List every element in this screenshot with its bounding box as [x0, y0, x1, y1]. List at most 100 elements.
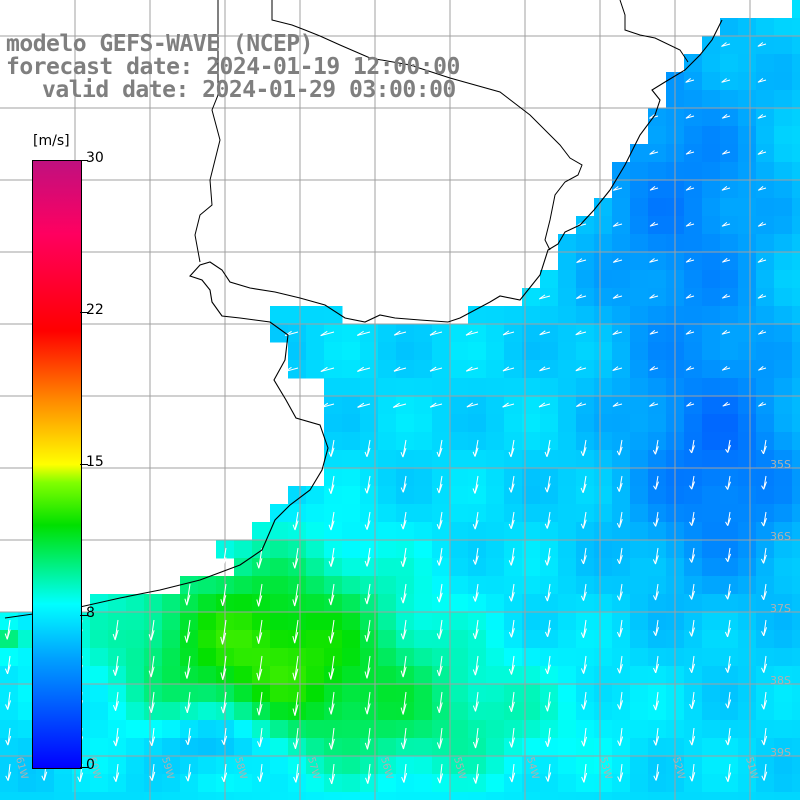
wind-speed-cell: [612, 738, 631, 757]
wind-speed-cell: [234, 684, 253, 703]
wind-speed-cell: [288, 594, 307, 613]
wind-speed-cell: [396, 594, 415, 613]
wind-speed-cell: [684, 324, 703, 343]
wind-speed-cell: [576, 774, 595, 793]
wind-speed-cell: [684, 360, 703, 379]
wind-speed-cell: [414, 792, 433, 800]
wind-arrow: [580, 439, 587, 457]
wind-speed-cell: [306, 360, 325, 379]
wind-speed-cell: [360, 540, 379, 559]
wind-speed-cell: [648, 324, 667, 343]
wind-speed-cell: [576, 522, 595, 541]
wind-speed-cell: [774, 324, 793, 343]
wind-speed-cell: [252, 630, 271, 649]
wind-speed-cell: [612, 702, 631, 721]
wind-speed-cell: [306, 720, 325, 739]
wind-speed-cell: [576, 648, 595, 667]
wind-arrow: [689, 475, 695, 490]
wind-speed-cell: [684, 504, 703, 523]
wind-speed-cell: [684, 450, 703, 469]
wind-speed-cell: [414, 774, 433, 793]
wind-speed-cell: [792, 126, 800, 145]
wind-speed-cell: [684, 72, 703, 91]
latitude-label: 37S: [770, 602, 791, 615]
model-title: modelo GEFS-WAVE (NCEP): [6, 31, 314, 57]
wind-speed-cell: [756, 576, 775, 595]
wind-speed-cell: [630, 738, 649, 757]
wind-arrow: [292, 691, 299, 716]
wind-speed-cell: [432, 738, 451, 757]
wind-speed-cell: [414, 702, 433, 721]
wind-speed-cell: [18, 684, 37, 703]
wind-speed-cell: [774, 522, 793, 541]
wind-speed-cell: [756, 216, 775, 235]
wind-speed-cell: [792, 504, 800, 523]
wind-speed-cell: [540, 702, 559, 721]
wind-speed-cell: [162, 738, 181, 757]
wind-speed-cell: [684, 252, 703, 271]
wind-speed-cell: [432, 792, 451, 800]
wind-speed-cell: [432, 630, 451, 649]
wind-speed-cell: [540, 756, 559, 775]
wind-speed-cell: [18, 792, 37, 800]
wind-arrow: [612, 222, 623, 227]
wind-arrow: [652, 547, 659, 565]
wind-speed-cell: [414, 450, 433, 469]
wind-arrow: [761, 727, 768, 746]
wind-speed-cell: [360, 486, 379, 505]
wind-speed-cell: [792, 774, 800, 793]
wind-arrow: [617, 655, 623, 674]
wind-speed-cell: [756, 72, 775, 91]
wind-speed-cell: [792, 360, 800, 379]
wind-speed-cell: [432, 360, 451, 379]
wind-arrow: [616, 475, 623, 492]
wind-speed-cell: [468, 504, 487, 523]
wind-speed-cell: [792, 36, 800, 55]
wind-arrow: [257, 763, 264, 782]
wind-speed-cell: [594, 342, 613, 361]
wind-arrow: [689, 691, 696, 710]
wind-speed-cell: [504, 792, 523, 800]
wind-speed-cell: [378, 378, 397, 397]
wind-speed-cell: [324, 360, 343, 379]
wind-speed-cell: [576, 702, 595, 721]
wind-speed-cell: [720, 216, 739, 235]
wind-speed-cell: [702, 72, 721, 91]
wind-speed-cell: [774, 54, 793, 73]
wind-speed-cell: [594, 612, 613, 631]
wind-speed-cell: [576, 378, 595, 397]
wind-speed-cell: [234, 630, 253, 649]
wind-speed-cell: [774, 234, 793, 253]
wind-speed-cell: [378, 576, 397, 595]
wind-arrow: [328, 547, 335, 567]
wind-speed-cell: [540, 468, 559, 487]
wind-speed-cell: [324, 630, 343, 649]
wind-speed-cell: [594, 306, 613, 325]
wind-speed-cell: [36, 792, 55, 800]
wind-arrow: [328, 655, 335, 680]
wind-speed-cell: [684, 648, 703, 667]
wind-speed-cell: [684, 522, 703, 541]
wind-arrow: [508, 691, 515, 712]
wind-speed-cell: [342, 324, 361, 343]
wind-arrow: [185, 727, 192, 746]
wind-speed-cell: [180, 648, 199, 667]
wind-speed-cell: [594, 522, 613, 541]
wind-speed-cell: [540, 630, 559, 649]
wind-arrow: [649, 221, 659, 227]
wind-speed-cell: [504, 414, 523, 433]
wind-arrow: [689, 619, 695, 637]
wind-speed-cell: [684, 396, 703, 415]
wind-speed-cell: [594, 720, 613, 739]
wind-speed-cell: [378, 504, 397, 523]
wind-speed-cell: [378, 324, 397, 343]
wind-speed-cell: [576, 684, 595, 703]
wind-speed-cell: [288, 540, 307, 559]
wind-arrow: [364, 619, 371, 642]
wind-speed-cell: [756, 630, 775, 649]
wind-arrow: [256, 691, 263, 716]
wind-arrow: [576, 294, 587, 300]
wind-speed-cell: [792, 144, 800, 163]
wind-speed-cell: [738, 576, 757, 595]
